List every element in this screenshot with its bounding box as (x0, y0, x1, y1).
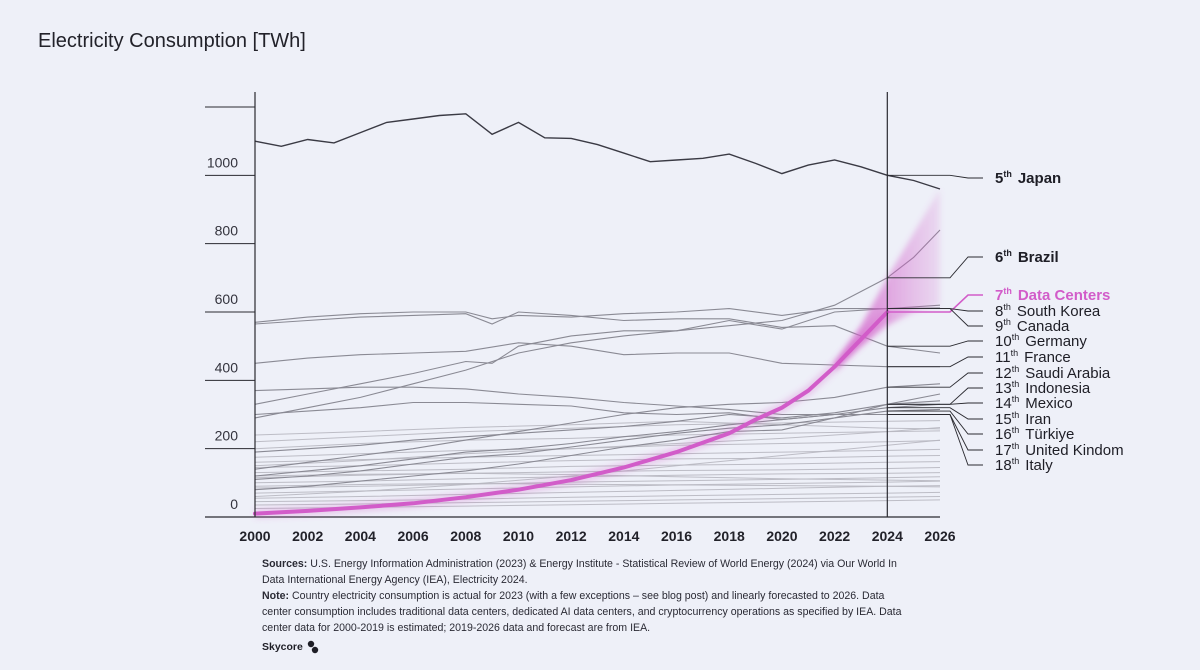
series-line-mexico (254, 400, 941, 453)
note-text: Country electricity consumption is actua… (262, 590, 902, 634)
sources-label: Sources: (262, 558, 308, 570)
y-tick-label: 400 (215, 359, 239, 375)
rank-label-türkiye: 16th Türkiye (995, 425, 1074, 443)
rank-label-saudi-arabia: 12th Saudi Arabia (995, 364, 1111, 382)
rank-label-mexico: 14th Mexico (995, 394, 1073, 412)
minor-line-4 (254, 455, 941, 468)
series-line-canada (254, 307, 941, 323)
rank-label-united-kindom: 17th United Kindom (995, 441, 1124, 459)
minor-line-16 (254, 439, 941, 497)
series-line-saudi-arabia (254, 383, 941, 470)
note-paragraph: Note: Country electricity consumption is… (262, 588, 912, 636)
series-line-germany (254, 311, 941, 354)
connector-iran (887, 407, 983, 420)
connector-germany (887, 340, 983, 347)
connector-saudi-arabia (887, 372, 983, 388)
x-tick-label: 2010 (503, 528, 534, 544)
x-tick-label: 2002 (292, 528, 323, 544)
connector-mexico (887, 402, 983, 405)
series-line-united-kindom (254, 386, 940, 416)
y-tick-label: 0 (230, 496, 238, 512)
rank-label-canada: 9th Canada (995, 317, 1070, 335)
rank-label-germany: 10th Germany (995, 332, 1087, 350)
sources-text: U.S. Energy Information Administration (… (262, 558, 897, 586)
rank-label-data-centers: 7th Data Centers (995, 286, 1110, 304)
rank-label-iran: 15th Iran (995, 410, 1051, 428)
minor-line-14 (254, 420, 941, 436)
data-center-line-main (253, 310, 890, 516)
connector-italy (887, 414, 983, 466)
x-tick-label: 2022 (819, 528, 850, 544)
notes: Sources: U.S. Energy Information Adminis… (262, 556, 912, 636)
rank-label-indonesia: 13th Indonesia (995, 379, 1091, 397)
x-tick-label: 2006 (397, 528, 428, 544)
x-tick-label: 2024 (872, 528, 903, 544)
x-tick-label: 2020 (766, 528, 797, 544)
sources-paragraph: Sources: U.S. Energy Information Adminis… (262, 556, 912, 588)
x-tick-label: 2014 (608, 528, 639, 544)
rank-label-brazil: 6th Brazil (995, 248, 1059, 266)
connector-türkiye (887, 410, 983, 435)
series-line-italy (254, 401, 940, 421)
y-tick-label: 800 (215, 223, 239, 239)
minor-line-8 (254, 476, 941, 489)
rank-label-south-korea: 8th South Korea (995, 302, 1101, 320)
brand: Skycore (262, 640, 319, 654)
series-line-brazil (254, 229, 941, 405)
connector-canada (887, 308, 983, 327)
note-label: Note: (262, 590, 290, 602)
connector-brazil (887, 256, 983, 279)
series-line-iran (254, 403, 941, 477)
series-line-south-korea (254, 304, 941, 419)
x-tick-label: 2000 (239, 528, 270, 544)
minor-line-17 (254, 482, 941, 488)
x-tick-label: 2018 (714, 528, 745, 544)
x-tick-label: 2026 (924, 528, 955, 544)
skycore-logo-icon (307, 640, 319, 654)
series-line-indonesia (254, 393, 941, 491)
minor-country-lines (254, 420, 941, 509)
data-center-line (253, 308, 891, 519)
x-tick-label: 2012 (556, 528, 587, 544)
rank-label-japan: 5th Japan (995, 169, 1061, 187)
minor-line-15 (254, 427, 941, 467)
brand-name: Skycore (262, 641, 303, 653)
axes: 0 200 400 600 800 1000 2000 2002 2004 2006 2008 201… (207, 92, 956, 544)
rank-label-france: 11th France (995, 348, 1071, 366)
gridlines (205, 106, 940, 518)
country-lines (254, 113, 941, 491)
y-tick-label: 200 (215, 428, 239, 444)
y-tick-label: 1000 (207, 154, 238, 170)
chart-title: Electricity Consumption [TWh] (38, 30, 306, 52)
x-tick-label: 2008 (450, 528, 481, 544)
series-line-france (254, 342, 940, 368)
connector-united-kindom (887, 414, 983, 451)
connector-france (887, 356, 983, 368)
x-tick-label: 2016 (661, 528, 692, 544)
minor-line-18 (254, 472, 941, 482)
x-tick-label: 2004 (345, 528, 376, 544)
minor-line-11 (254, 491, 941, 503)
connector-japan (887, 174, 983, 179)
y-tick-label: 600 (215, 291, 239, 307)
rank-label-italy: 18th Italy (995, 456, 1053, 474)
connector-data-centers (887, 294, 983, 313)
series-line-türkiye (254, 408, 941, 480)
series-line-japan (254, 113, 941, 190)
